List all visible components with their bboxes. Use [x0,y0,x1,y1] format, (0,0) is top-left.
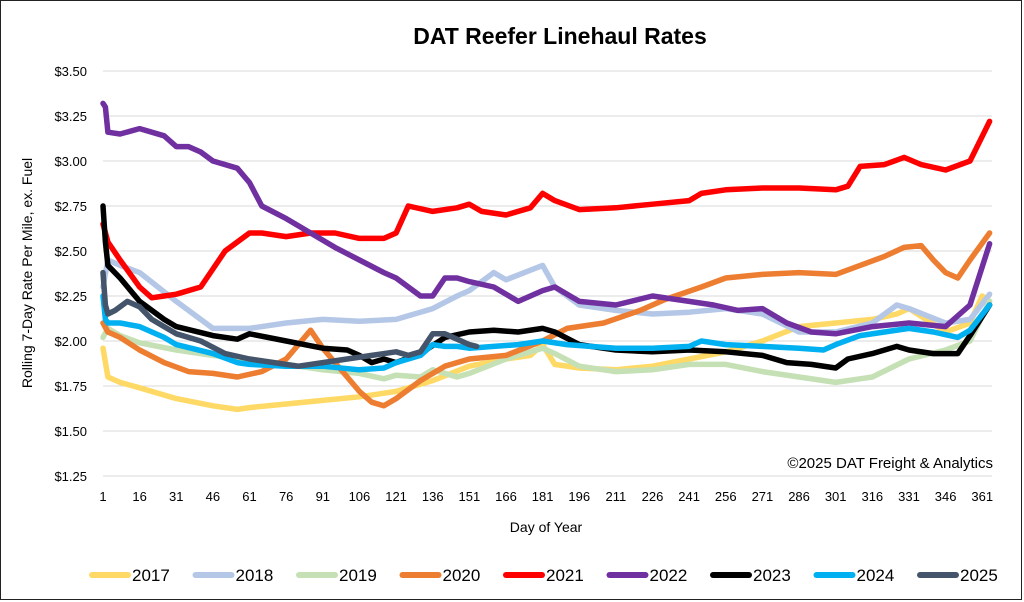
x-tick-label: 31 [169,489,183,504]
legend-item-2023: 2023 [710,566,791,585]
x-tick-label: 301 [825,489,847,504]
legend-item-2022: 2022 [606,566,688,585]
x-tick-label: 361 [971,489,993,504]
x-tick-label: 151 [458,489,480,504]
y-tick-label: $2.50 [54,244,87,259]
y-tick-label: $2.00 [54,334,87,349]
series-line-2022 [100,100,993,337]
x-tick-label: 331 [898,489,920,504]
x-tick-label: 211 [606,489,627,504]
legend-item-2024: 2024 [813,566,895,585]
series-lines [100,100,993,413]
legend-label: 2020 [443,566,481,585]
legend-label: 2024 [857,566,895,585]
x-tick-label: 271 [752,489,774,504]
x-tick-label: 226 [642,489,664,504]
x-tick-label: 196 [568,489,590,504]
legend-item-2021: 2021 [503,566,584,585]
legend-label: 2022 [650,566,688,585]
y-tick-label: $3.50 [54,64,87,79]
legend: 2017 2018 2019 2020 2021 2022 2023 2024 2025 [89,566,998,585]
y-tick-label: $1.25 [54,469,87,484]
y-axis-title: Rolling 7-Day Rate Per Mile, ex. Fuel [19,158,35,388]
y-tick-label: $2.75 [54,199,87,214]
y-tick-label: $3.25 [54,109,87,124]
legend-item-2019: 2019 [296,566,377,585]
legend-label: 2025 [960,566,998,585]
x-tick-label: 76 [279,489,293,504]
gridlines [103,70,992,477]
x-axis-ticks: 1 16 31 46 61 76 91 106 121 136 151 166 181 196 211 226… [99,489,993,504]
x-tick-label: 181 [532,489,554,504]
x-tick-label: 316 [861,489,883,504]
y-tick-label: $2.25 [54,289,87,304]
x-tick-label: 346 [935,489,957,504]
legend-item-2020: 2020 [399,566,481,585]
x-axis-title: Day of Year [510,519,583,535]
series-line-2025 [100,269,480,369]
legend-label: 2021 [546,566,584,585]
y-tick-label: $1.75 [54,379,87,394]
x-tick-label: 91 [316,489,330,504]
legend-item-2025: 2025 [917,566,998,585]
legend-label: 2023 [753,566,791,585]
x-tick-label: 166 [495,489,517,504]
x-tick-label: 136 [422,489,444,504]
series-line-2020 [100,230,993,409]
y-tick-label: $1.50 [54,424,87,439]
x-tick-label: 61 [242,489,256,504]
x-tick-label: 106 [349,489,371,504]
legend-label: 2019 [339,566,377,585]
chart-title: DAT Reefer Linehaul Rates [413,23,707,49]
x-tick-label: 1 [99,489,106,504]
x-tick-label: 241 [678,489,700,504]
legend-label: 2018 [236,566,274,585]
legend-item-2017: 2017 [89,566,170,585]
series-line-2021 [100,118,993,301]
series-line-2018 [100,257,993,335]
series-line-2024 [100,293,993,373]
series-line-2017 [100,293,993,413]
y-axis-ticks: $1.25 $1.50 $1.75 $2.00 $2.25 $2.50 $2.75 $3.00… [54,64,87,484]
x-tick-label: 256 [715,489,737,504]
x-tick-label: 286 [788,489,810,504]
copyright-note: ©2025 DAT Freight & Analytics [787,455,993,472]
legend-item-2018: 2018 [192,566,274,585]
series-line-2023 [100,203,993,371]
legend-label: 2017 [132,566,170,585]
x-tick-label: 121 [385,489,407,504]
y-tick-label: $3.00 [54,154,87,169]
x-tick-label: 16 [132,489,146,504]
x-tick-label: 46 [206,489,220,504]
